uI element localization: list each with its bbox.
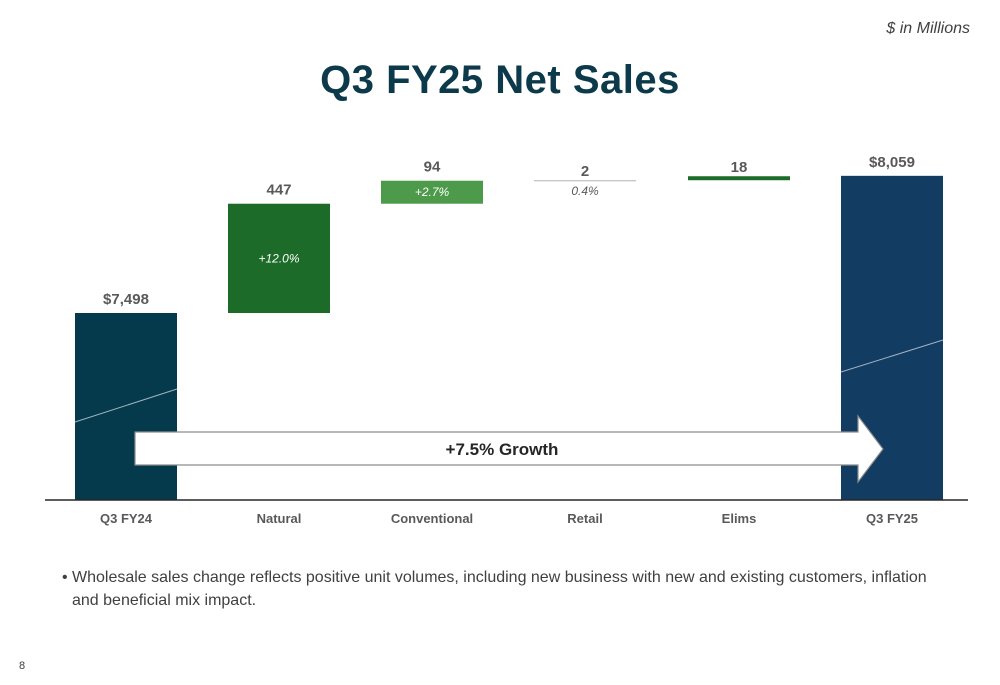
tick-label: Retail [567, 511, 602, 526]
page-title: Q3 FY25 Net Sales [320, 58, 680, 102]
units-note: $ in Millions [886, 20, 970, 37]
tick-label: Conventional [391, 511, 473, 526]
page-number: 8 [19, 660, 26, 672]
bar-highlight-line [840, 339, 944, 373]
bar-natural [228, 203, 330, 313]
pct-label: 0.4% [571, 184, 599, 198]
growth-label: +7.5% Growth [446, 440, 559, 459]
value-label: 94 [424, 159, 441, 176]
bullet-note: • Wholesale sales change reflects positi… [62, 566, 942, 612]
value-label: $8,059 [869, 154, 915, 171]
tick-label: Natural [257, 511, 302, 526]
tick-label: Elims [722, 511, 757, 526]
bar-conventional [381, 180, 483, 204]
value-label: 18 [731, 159, 748, 176]
tick-label: Q3 FY24 [100, 511, 153, 526]
pct-label: +12.0% [258, 251, 299, 265]
bar-highlight-line [74, 388, 178, 423]
bullet-dot-icon: • [62, 569, 68, 586]
bar-retail [534, 180, 636, 182]
pct-label: +2.7% [415, 185, 450, 199]
growth-arrow [134, 414, 884, 484]
bar-q3-fy24 [75, 313, 177, 500]
tick-label: Q3 FY25 [866, 511, 918, 526]
value-label: 447 [266, 182, 291, 199]
value-label: $7,498 [103, 291, 149, 308]
arrow-right-icon [134, 414, 884, 484]
value-label: 2 [581, 163, 589, 180]
bullet-text: Wholesale sales change reflects positive… [72, 569, 927, 609]
bar-elims [688, 176, 790, 181]
